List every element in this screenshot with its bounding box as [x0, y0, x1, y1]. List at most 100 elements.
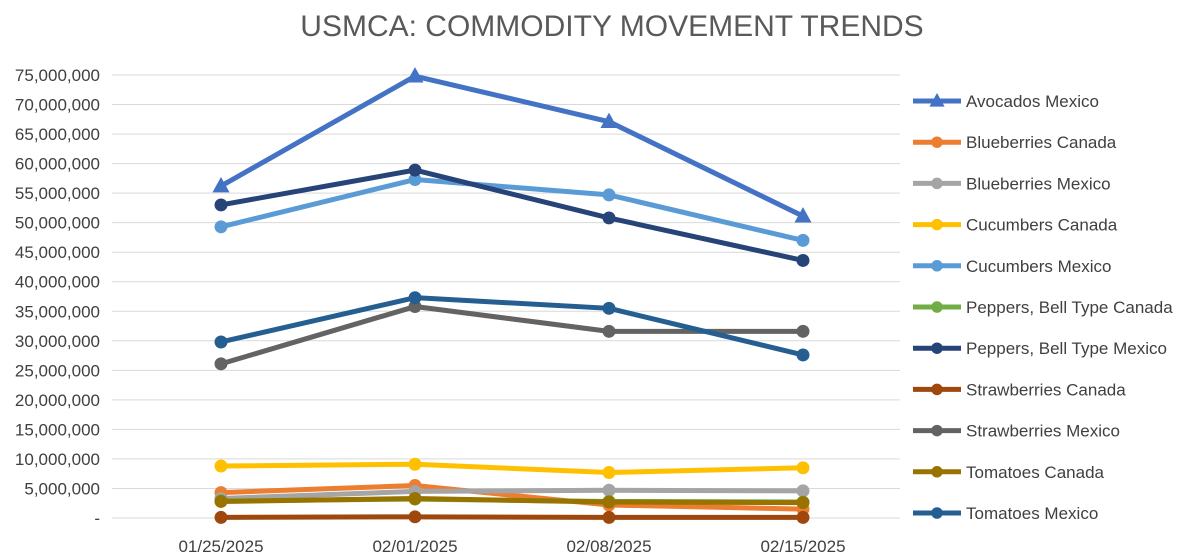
chart-title: USMCA: COMMODITY MOVEMENT TRENDS [300, 10, 923, 43]
series-line [218, 167, 806, 263]
y-tick-label: 15,000,000 [15, 420, 100, 439]
series-cucumbers-mexico [214, 173, 810, 247]
data-point [214, 335, 228, 349]
data-point [408, 173, 422, 187]
data-point [602, 483, 616, 497]
data-point [602, 324, 616, 338]
y-tick-label: 30,000,000 [15, 332, 100, 351]
series-cucumbers-canada [214, 457, 810, 479]
legend-label: Blueberries Mexico [966, 174, 1111, 193]
data-point [408, 291, 422, 305]
data-point [214, 357, 228, 371]
y-tick-label: 25,000,000 [15, 361, 100, 380]
gridlines [112, 74, 900, 519]
data-point [408, 300, 422, 314]
data-point [408, 163, 422, 177]
series-tomatoes-canada [214, 492, 810, 510]
y-tick-label: 50,000,000 [15, 214, 100, 233]
data-point [408, 492, 422, 505]
data-point [931, 383, 943, 396]
y-tick-label: 45,000,000 [15, 243, 100, 262]
y-tick-label: 55,000,000 [15, 184, 100, 203]
data-point [931, 301, 943, 313]
legend-label: Tomatoes Canada [966, 463, 1105, 482]
data-point [796, 484, 810, 498]
data-point [602, 495, 616, 509]
legend-item: Peppers, Bell Type Canada [913, 298, 1173, 317]
data-point-triangle [600, 112, 618, 128]
data-point [931, 260, 943, 272]
series-line [218, 496, 806, 506]
data-point [602, 466, 616, 479]
legend-item: Cucumbers Mexico [913, 257, 1112, 276]
data-point [602, 510, 616, 524]
data-point [796, 510, 810, 524]
data-point [931, 342, 943, 354]
series-lines [212, 67, 812, 524]
series-line [218, 295, 806, 358]
x-tick-label: 02/15/2025 [760, 537, 845, 556]
data-point-triangle [212, 177, 230, 193]
legend-label: Cucumbers Canada [966, 216, 1118, 235]
data-point [931, 136, 943, 148]
legend-item: Peppers, Bell Type Mexico [913, 339, 1167, 358]
x-tick-label: 02/01/2025 [372, 537, 457, 556]
y-tick-label: 70,000,000 [15, 96, 100, 115]
y-tick-label: 10,000,000 [15, 450, 100, 469]
legend-label: Peppers, Bell Type Canada [966, 298, 1173, 317]
x-tick-label: 01/25/2025 [178, 537, 263, 556]
series-line [218, 483, 806, 512]
x-tick-label: 02/08/2025 [566, 537, 651, 556]
series-line [218, 461, 806, 476]
series-line [218, 73, 806, 219]
data-point [931, 218, 943, 231]
data-point [796, 233, 810, 247]
y-tick-label: 65,000,000 [15, 125, 100, 144]
data-point [214, 510, 228, 524]
series-line [218, 177, 806, 243]
legend-item: Cucumbers Canada [913, 216, 1118, 235]
legend-label: Strawberries Canada [966, 380, 1126, 399]
legend-item: Avocados Mexico [913, 92, 1099, 111]
legend-item: Blueberries Mexico [913, 174, 1111, 193]
data-point [796, 496, 810, 510]
data-point-triangle [929, 93, 945, 107]
legend-label: Peppers, Bell Type Mexico [966, 339, 1167, 358]
y-tick-label: 40,000,000 [15, 273, 100, 292]
legend-item: Blueberries Canada [913, 133, 1117, 152]
y-tick-label: - [94, 509, 100, 528]
legend-item: Strawberries Canada [913, 380, 1126, 399]
data-point [408, 457, 422, 471]
y-tick-label: 5,000,000 [24, 479, 100, 498]
y-axis-tick-labels: - 5,000,000 10,000,000 15,000,000 20,000,000… [15, 66, 100, 528]
legend: Avocados Mexico Blueberries Canada Blueber… [913, 92, 1173, 523]
legend-label: Blueberries Canada [966, 133, 1117, 152]
series-peppers-bell-type-mexico [214, 163, 810, 267]
y-tick-label: 60,000,000 [15, 155, 100, 174]
series-tomatoes-mexico [214, 291, 810, 362]
data-point [796, 461, 810, 475]
data-point [214, 220, 228, 234]
data-point [931, 177, 943, 190]
y-tick-label: 20,000,000 [15, 391, 100, 410]
data-point-triangle [794, 207, 812, 223]
y-tick-label: 35,000,000 [15, 302, 100, 321]
data-point [602, 188, 616, 202]
legend-label: Tomatoes Mexico [966, 504, 1098, 523]
data-point [931, 507, 943, 519]
data-point [796, 324, 810, 338]
legend-item: Tomatoes Canada [913, 463, 1105, 482]
data-point [796, 253, 810, 267]
legend-label: Avocados Mexico [966, 92, 1099, 111]
data-point [214, 494, 228, 508]
legend-label: Strawberries Mexico [966, 422, 1120, 441]
series-avocados-mexico [212, 67, 812, 223]
y-tick-label: 75,000,000 [15, 66, 100, 85]
data-point [214, 459, 228, 473]
legend-item: Tomatoes Mexico [913, 504, 1098, 523]
series-line [218, 514, 806, 520]
data-point [214, 198, 228, 212]
legend-label: Cucumbers Mexico [966, 257, 1112, 276]
